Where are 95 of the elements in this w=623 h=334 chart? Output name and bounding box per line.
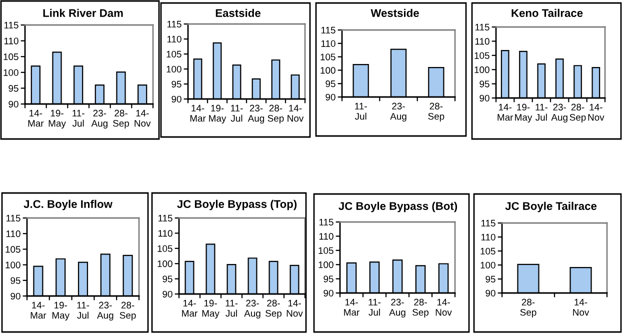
y-tick-label: 90 [162,290,172,298]
y-tick-label: 90 [8,100,18,108]
y-tick-label: 90 [10,292,20,300]
y-tick-label: 115 [167,20,182,28]
x-tick-label: 11-Jul [77,302,90,319]
y-tick-label: 90 [326,94,336,101]
y-tick-label: 110 [319,233,334,240]
x-tick-label: 23-Aug [244,300,260,319]
y-tick-label: 105 [166,50,182,58]
x-tick-label: 19-May [48,110,66,129]
x-tick-label: 28-Sep [268,104,284,124]
x-tick-label: 14-Mar [190,104,206,122]
y-tick-label: 90 [172,96,182,103]
x-tick-label: 11-Jul [72,110,84,127]
y-tick-label: 115 [319,218,334,226]
x-tick-label: 28-Sep [570,104,586,123]
x-tick-label: 14-Nov [286,300,303,317]
y-tick-label: 105 [480,248,496,255]
y-tick-label: 105 [320,54,336,60]
chart-title: Westside [370,8,419,17]
y-tick-label: 95 [326,80,336,88]
x-tick-label: 11-Jul [536,104,548,121]
chart-title: Keno Tailrace [512,8,583,17]
chart-title: JC Boyle Bypass (Bot) [338,202,458,212]
x-tick-label: 14-Mar [30,302,46,319]
y-tick-label: 90 [324,290,334,297]
y-tick-label: 110 [158,230,172,237]
x-tick-label: 19-May [209,104,226,124]
x-tick-label: 28-Sep [412,298,429,318]
y-tick-label: 95 [8,85,18,92]
x-tick-label: 23-Aug [389,298,406,318]
x-tick-label: 14-Nov [588,104,604,121]
x-tick-label: 23-Aug [248,104,264,124]
y-tick-label: 100 [318,261,334,268]
y-tick-label: 105 [318,247,334,254]
chart-title: JC Boyle Bypass (Top) [177,200,297,210]
x-tick-label: 14-Mar [344,298,360,316]
y-tick-label: 105 [474,52,490,59]
y-tick-label: 115 [4,22,18,29]
chart-title: JC Boyle Tailrace [505,202,597,212]
x-tick-label: 28-Sep [113,110,130,129]
y-tick-label: 100 [6,262,20,268]
x-tick-label: 28-Sep [120,302,136,321]
x-tick-label: 11-Jul [230,104,243,122]
y-tick-label: 100 [480,262,496,269]
y-tick-label: 115 [481,220,496,227]
x-tick-label: 23-Aug [97,302,114,321]
x-tick-label: 14-Nov [288,104,304,122]
x-tick-label: 19-May [515,104,532,123]
x-tick-label: 28-Sep [266,300,282,319]
y-tick-label: 105 [6,246,20,253]
y-tick-label: 110 [4,38,18,44]
chart-title: Eastside [216,8,260,17]
chart-title: Link River Dam [43,8,123,17]
y-tick-label: 95 [172,80,182,88]
y-tick-label: 105 [4,53,18,60]
x-tick-label: 28-Sep [520,298,536,318]
y-tick-label: 90 [480,94,490,102]
y-tick-label: 110 [475,38,490,45]
chart-title: J.C. Boyle Inflow [24,200,112,210]
x-tick-label: 23-Aug [390,102,406,122]
y-tick-label: 95 [324,276,334,282]
y-tick-label: 115 [6,214,20,222]
x-tick-label: 28-Sep [428,102,444,122]
y-tick-label: 100 [4,69,18,76]
y-tick-label: 95 [162,276,172,282]
x-tick-label: 19-May [52,302,70,321]
y-tick-label: 110 [167,36,182,43]
y-tick-label: 110 [481,234,496,241]
y-tick-label: 90 [486,290,496,297]
x-tick-label: 14-Nov [573,298,590,316]
x-tick-label: 14-Mar [182,300,198,317]
y-tick-label: 95 [486,276,496,283]
x-tick-label: 14-Mar [28,110,44,127]
x-tick-label: 23-Aug [91,110,108,129]
y-tick-label: 100 [474,66,490,74]
y-tick-label: 115 [475,24,490,31]
y-tick-label: 115 [158,214,172,222]
x-tick-label: 14-Nov [436,298,452,316]
x-tick-label: 23-Aug [551,104,568,123]
y-tick-label: 105 [158,245,172,252]
x-tick-label: 11-Jul [226,300,238,317]
y-tick-label: 115 [321,26,336,34]
y-tick-label: 100 [158,260,172,268]
y-tick-label: 110 [6,230,20,238]
y-tick-label: 95 [480,80,490,88]
x-tick-label: 19-May [202,300,220,319]
x-tick-label: 11-Jul [368,298,381,316]
y-tick-label: 100 [320,67,336,74]
y-tick-label: 95 [10,277,20,284]
x-tick-label: 14-Mar [498,104,514,121]
y-tick-label: 110 [321,40,336,47]
x-tick-label: 11-Jul [354,102,367,120]
x-tick-label: 14-Nov [134,110,151,127]
y-tick-label: 100 [166,66,182,73]
